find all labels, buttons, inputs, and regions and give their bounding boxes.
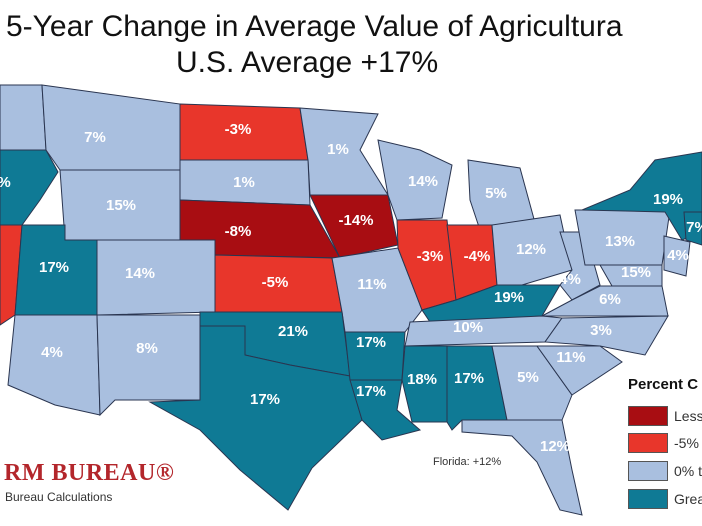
legend-swatch: [628, 433, 668, 453]
state-value-label: 21%: [278, 323, 308, 340]
map-title: 5-Year Change in Average Value of Agricu…: [6, 10, 623, 43]
state-value-label: 1%: [233, 174, 255, 191]
state-value-label: 19%: [653, 191, 683, 208]
state-region-fl: [461, 419, 583, 516]
state-value-label: 4%: [667, 247, 689, 264]
legend-title: Percent C: [628, 376, 699, 393]
state-value-label: 10%: [453, 319, 483, 336]
legend-item-minus5-to-0: -5%: [628, 433, 699, 453]
legend-swatch: [628, 406, 668, 426]
legend-label: 0% t: [674, 463, 702, 479]
state-region-ct: [683, 211, 702, 246]
state-region-mt: [41, 84, 181, 171]
farm-bureau-logo: RM BUREAU®: [4, 460, 175, 486]
state-value-label: 17%: [39, 259, 69, 276]
state-value-label: -3%: [417, 248, 444, 265]
state-value-label: -5%: [262, 274, 289, 291]
legend-item-less-than-minus5: Less: [628, 406, 702, 426]
legend-item-greater: Grea: [628, 489, 702, 509]
state-region-nm: [96, 314, 201, 417]
state-value-label: 17%: [356, 383, 386, 400]
state-region-nc: [544, 315, 669, 356]
state-value-label: 6%: [599, 291, 621, 308]
state-value-label: 1%: [327, 141, 349, 158]
state-region-wa: [0, 84, 47, 151]
state-value-label: 19%: [494, 289, 524, 306]
legend-item-0-to-avg: 0% t: [628, 461, 702, 481]
state-value-label: 15%: [106, 197, 136, 214]
legend-label: Less: [674, 408, 702, 424]
state-value-label: %: [0, 174, 11, 191]
state-value-label: -8%: [225, 223, 252, 240]
state-region-co: [96, 239, 216, 316]
state-region-sc: [536, 345, 623, 396]
state-region-ny: [581, 151, 702, 241]
state-value-label: 17%: [250, 391, 280, 408]
state-value-label: 7%: [686, 219, 702, 236]
legend-swatch: [628, 461, 668, 481]
state-value-label: 4%: [41, 344, 63, 361]
state-value-label: 4%: [559, 271, 581, 288]
state-value-label: 5%: [517, 369, 539, 386]
state-region-tx: [148, 325, 363, 511]
state-value-label: 11%: [556, 349, 585, 366]
state-region-nj: [663, 235, 691, 277]
state-region-oh: [491, 214, 573, 286]
state-value-label: 8%: [136, 340, 158, 357]
state-value-label: 3%: [590, 322, 612, 339]
state-value-label: 14%: [408, 173, 438, 190]
state-region-ms: [401, 345, 448, 423]
state-value-label: 18%: [407, 371, 437, 388]
state-region-az: [7, 314, 101, 416]
state-region-ga: [491, 345, 573, 421]
state-value-label: 11%: [357, 276, 386, 293]
state-value-label: 7%: [84, 129, 106, 146]
state-value-label: 12%: [516, 241, 546, 258]
state-value-label: 17%: [356, 334, 386, 351]
legend-swatch: [628, 489, 668, 509]
state-value-label: 14%: [125, 265, 155, 282]
florida-note: Florida: +12%: [433, 456, 502, 468]
state-value-label: -3%: [225, 121, 252, 138]
legend-label: -5%: [674, 435, 699, 451]
state-region-wi: [377, 139, 453, 221]
map-subtitle: U.S. Average +17%: [176, 46, 439, 79]
state-value-label: 17%: [454, 370, 484, 387]
state-value-label: 15%: [621, 264, 651, 281]
state-value-label: 5%: [485, 185, 507, 202]
state-value-label: -14%: [338, 212, 373, 229]
state-value-label: -4%: [464, 248, 491, 265]
state-value-label: 13%: [605, 233, 635, 250]
source-note: Bureau Calculations: [5, 490, 113, 504]
state-value-label: 12%: [540, 438, 570, 455]
legend-label: Grea: [674, 491, 702, 507]
